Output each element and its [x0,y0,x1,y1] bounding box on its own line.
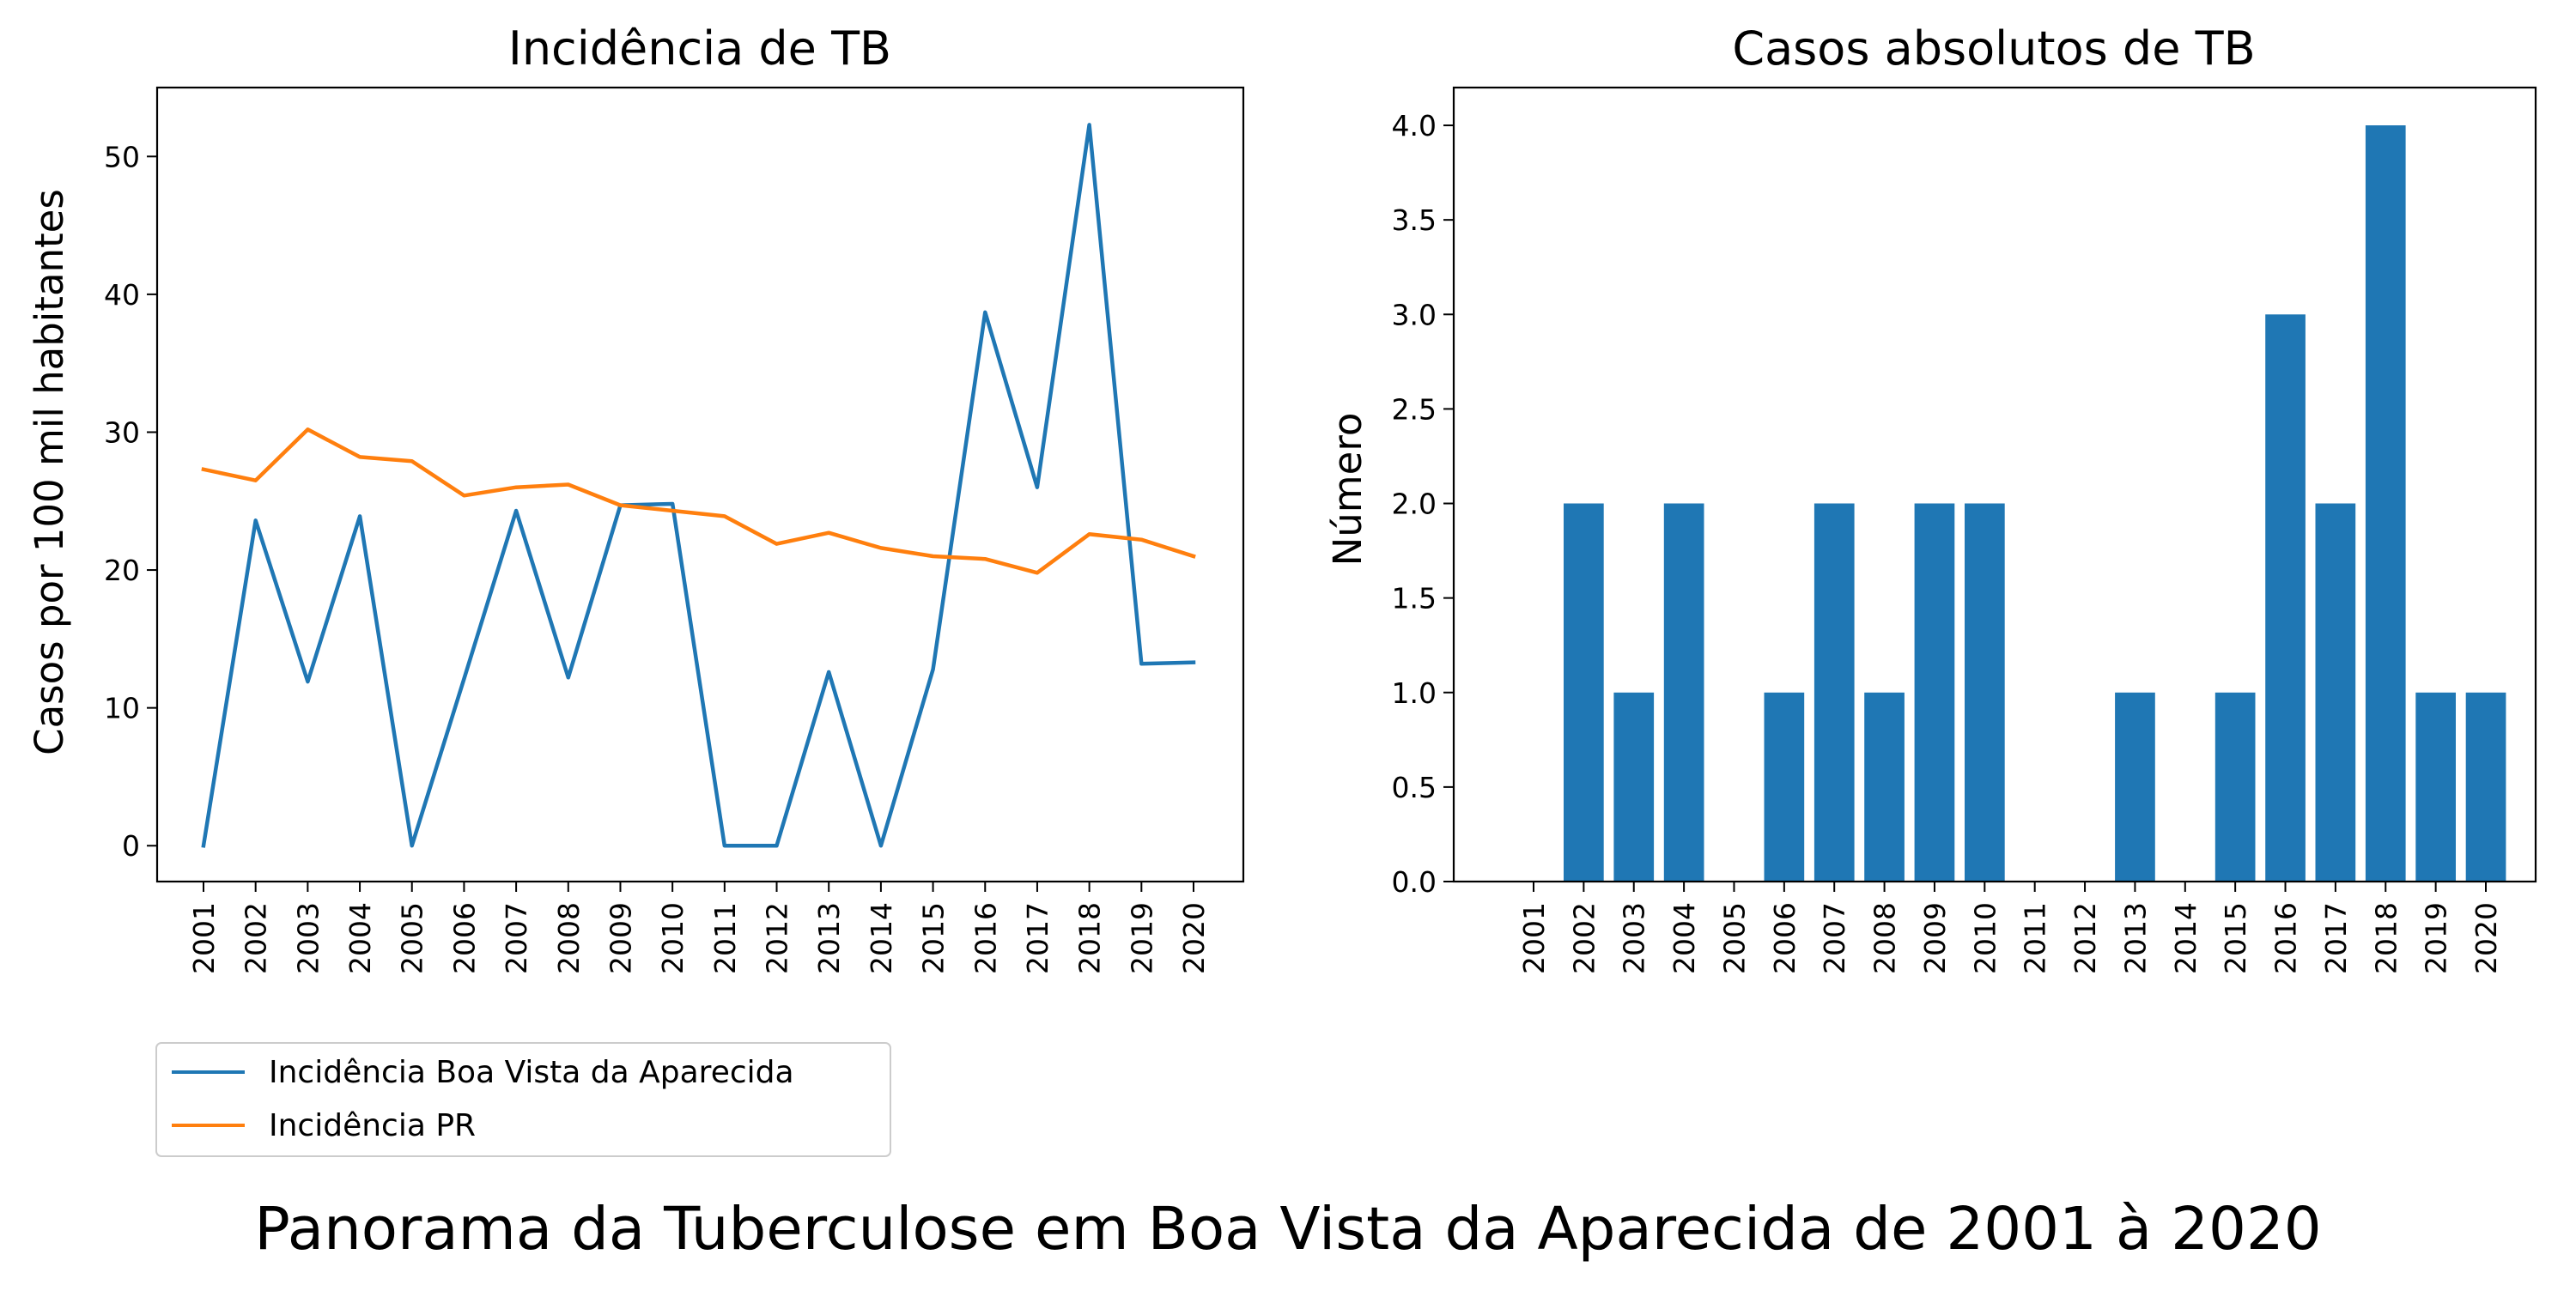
bar-chart-xtick-label: 2013 [2118,902,2152,974]
line-chart-xtick-label: 2016 [969,902,1002,974]
line-chart-xtick-label: 2001 [187,902,221,974]
series-line-1 [201,123,1196,848]
line-chart-ytick-label: 40 [104,278,140,312]
line-chart-xtick-label: 2012 [761,902,794,974]
line-chart-xtick-label: 2002 [240,902,273,974]
bar [2365,125,2406,882]
bar-chart-xtick-label: 2018 [2369,902,2403,974]
line-chart-ytick-label: 0 [122,829,140,863]
bar [2465,692,2506,882]
bar [2415,692,2456,882]
line-chart-xtick-label: 2017 [1021,902,1054,974]
line-chart-ytick-label: 10 [104,692,140,725]
line-chart-ytick-label: 30 [104,415,140,449]
bar-chart-axes-frame [1452,86,2537,883]
legend-box [155,1042,891,1157]
line-chart-xtick-label: 2005 [396,902,429,974]
line-chart-xtick-label: 2010 [656,902,690,974]
bar-chart-ytick-label: 4.0 [1392,109,1437,142]
bar-chart-xtick-label: 2011 [2019,902,2052,974]
bar-chart-ytick-label: 2.5 [1392,392,1437,426]
line-chart-xtick-label: 2006 [447,902,481,974]
line-chart-xtick-label: 2007 [500,902,533,974]
line-chart-xtick-label: 2015 [917,902,951,974]
bar-chart-xtick-label: 2012 [2069,902,2102,974]
bar-chart-panel: Casos absolutos de TB Número 0.0 0.5 1.0 1.… [1325,21,2537,974]
bar-chart-xtick-label: 2016 [2269,902,2303,974]
bar [2265,314,2306,882]
line-chart-legend: Incidência Boa Vista da Aparecida Incidê… [155,1042,891,1157]
bar [1663,503,1704,882]
bar-chart-xtick-label: 2015 [2219,902,2252,974]
line-chart-xtick-label: 2020 [1177,902,1211,974]
bar-chart-xtick-label: 2001 [1517,902,1551,974]
bar-chart-xtick-label: 2014 [2169,902,2202,974]
line-chart-xtick-label: 2018 [1073,902,1107,974]
bar [1965,503,2005,882]
bar-chart-xtick-label: 2006 [1768,902,1801,974]
bar-chart-xtick-label: 2005 [1717,902,1751,974]
bar [2315,503,2356,882]
bar-chart-xtick-label: 2019 [2420,902,2453,974]
line-chart-xtick-label: 2009 [604,902,637,974]
bar-chart-xtick-label: 2009 [1918,902,1952,974]
bar-chart-ytick-label: 0.0 [1392,865,1437,899]
line-chart-title: Incidência de TB [508,21,891,76]
line-chart-xtick-label: 2008 [552,902,586,974]
bar [1764,692,1805,882]
line-chart-xtick-label: 2004 [343,902,377,974]
line-chart-plot-area: 0 10 20 30 40 50 2001 2002 2003 2004 2005 2006 2007 2… [104,123,1211,974]
bar-chart-xtick-label: 2002 [1567,902,1601,974]
line-chart-xtick-label: 2011 [708,902,742,974]
line-chart-ytick-label: 20 [104,554,140,587]
line-chart-xtick-label: 2013 [812,902,846,974]
bar-chart-xtick-label: 2003 [1618,902,1651,974]
line-chart-xtick-label: 2019 [1125,902,1158,974]
bar-chart-ylabel: Número [1325,413,1370,567]
legend-label-series-1: Incidência Boa Vista da Aparecida [269,1055,794,1090]
bar [2115,692,2155,882]
bar-chart-plot-area: 0.0 0.5 1.0 1.5 2.0 2.5 3.0 3.5 4.0 2001 2002 2003 2… [1392,109,2506,974]
line-chart-ylabel: Casos por 100 mil habitantes [27,189,72,755]
line-chart-ytick-label: 50 [104,140,140,173]
line-chart-xtick-label: 2003 [291,902,325,974]
bar-chart-ytick-label: 0.5 [1392,771,1437,804]
bar [1864,692,1905,882]
bar-chart-ytick-label: 1.5 [1392,582,1437,615]
line-chart-axes-frame [155,86,1245,883]
bar-chart-ytick-label: 3.5 [1392,203,1437,237]
figure-suptitle: Panorama da Tuberculose em Boa Vista da … [254,1195,2321,1264]
bar [1814,503,1855,882]
bar-chart-xtick-label: 2010 [1968,902,2002,974]
bar-chart-ytick-label: 1.0 [1392,676,1437,710]
legend-label-series-2: Incidência PR [269,1108,476,1143]
bar [1613,692,1655,882]
bar-chart-xtick-label: 2008 [1868,902,1902,974]
bar [1564,503,1604,882]
line-chart-panel: Incidência de TB Casos por 100 mil habit… [27,21,1245,1157]
bar [2215,692,2256,882]
bar [1914,503,1955,882]
bar-chart-ytick-label: 2.0 [1392,488,1437,521]
bar-chart-xtick-label: 2017 [2319,902,2353,974]
line-chart-xtick-label: 2014 [865,902,898,974]
bar-chart-xtick-label: 2004 [1668,902,1701,974]
bar-chart-xtick-label: 2020 [2470,902,2503,974]
series-line-2 [201,427,1196,575]
bar-chart-ytick-label: 3.0 [1392,298,1437,331]
bar-chart-xtick-label: 2007 [1818,902,1851,974]
bar-chart-title: Casos absolutos de TB [1732,21,2255,76]
